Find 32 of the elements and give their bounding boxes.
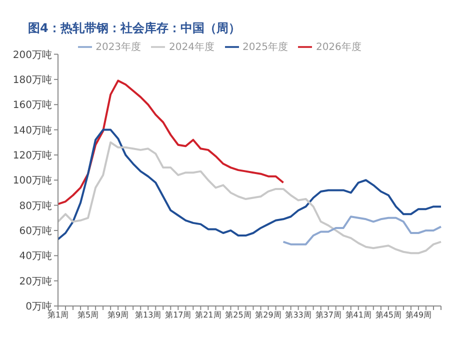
x-tick-label: 第1周 (47, 310, 69, 320)
y-tick-label: 60万吨 (19, 225, 52, 238)
x-tick-label: 第25周 (225, 310, 252, 320)
x-tick-label: 第21周 (195, 310, 222, 320)
line-series (57, 141, 442, 254)
y-tick-label: 160万吨 (12, 99, 52, 112)
legend-label: 2024年度 (169, 42, 214, 53)
y-tick-label: 40万吨 (19, 250, 52, 262)
x-tick-label: 第17周 (165, 310, 192, 320)
x-tick-label: 第13周 (135, 310, 162, 320)
x-tick-label: 第45周 (375, 310, 402, 320)
x-tick-label: 第41周 (345, 310, 372, 320)
x-tick-label: 第9周 (108, 310, 129, 320)
legend-label: 2025年度 (242, 42, 288, 53)
x-tick-label: 第29周 (255, 310, 282, 320)
line-series (282, 216, 442, 246)
y-tick-label: 140万吨 (12, 124, 52, 136)
y-tick-label: 80万吨 (19, 200, 52, 212)
x-tick-label: 第5周 (77, 310, 99, 320)
y-tick-label: 200万吨 (12, 48, 52, 61)
y-tick-label: 20万吨 (19, 275, 52, 288)
legend-label: 2023年度 (96, 42, 142, 53)
x-tick-label: 第49周 (405, 310, 432, 320)
x-tick-label: 第33周 (285, 310, 312, 320)
line-series (57, 128, 442, 240)
y-tick-label: 180万吨 (12, 74, 52, 86)
line-series (57, 80, 284, 206)
x-tick-label: 第37周 (315, 310, 342, 320)
chart-title: 图4：热轧带钢：社会库存：中国（周） (28, 20, 240, 37)
y-tick-label: 100万吨 (12, 174, 52, 187)
legend-label: 2026年度 (316, 42, 362, 53)
y-tick-label: 120万吨 (12, 150, 52, 162)
